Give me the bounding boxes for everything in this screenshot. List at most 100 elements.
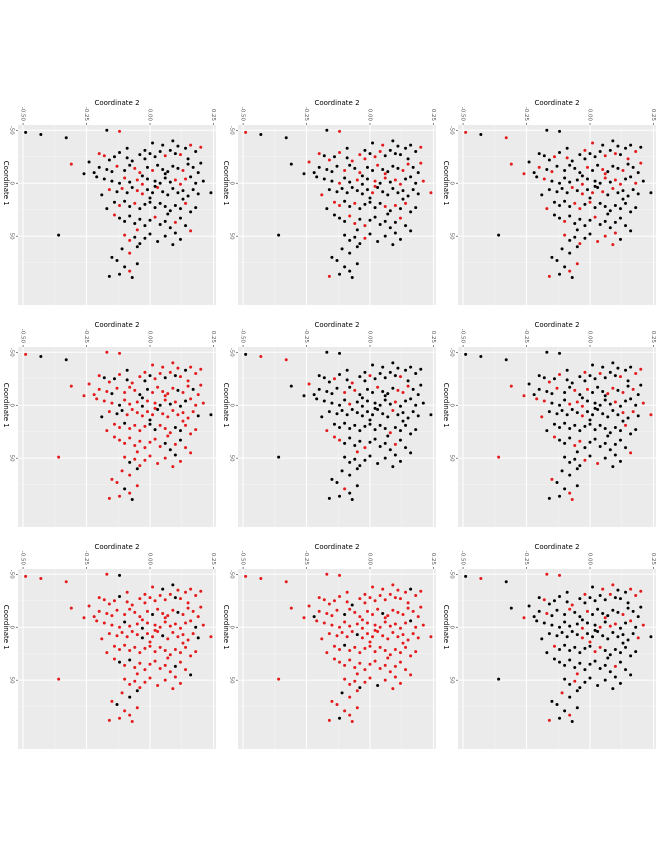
data-point-highlighted	[363, 592, 367, 596]
data-point	[626, 606, 630, 610]
data-point-highlighted	[181, 411, 185, 415]
data-point	[636, 171, 640, 175]
data-point	[613, 596, 617, 600]
data-point-highlighted	[161, 389, 165, 393]
data-point	[608, 670, 612, 674]
data-point	[568, 649, 572, 653]
data-point	[130, 159, 134, 163]
data-point-highlighted	[545, 611, 549, 615]
data-point	[391, 386, 395, 390]
data-point	[583, 236, 587, 240]
data-point	[532, 171, 536, 175]
data-point-highlighted	[621, 391, 625, 395]
side-axis-tick-label: -50	[449, 126, 455, 135]
data-point	[330, 255, 334, 259]
data-point	[353, 166, 357, 170]
data-point-highlighted	[393, 664, 397, 668]
data-point	[639, 145, 643, 149]
data-point	[277, 233, 281, 237]
data-point-highlighted	[353, 610, 357, 614]
top-axis-tick-label: 0.00	[587, 109, 593, 122]
data-point	[189, 210, 193, 214]
data-point-highlighted	[547, 274, 551, 278]
data-point	[560, 187, 564, 191]
data-point-highlighted	[171, 386, 175, 390]
data-point	[100, 193, 104, 197]
data-point-highlighted	[381, 587, 385, 591]
data-point	[365, 177, 369, 181]
data-point	[360, 396, 364, 400]
data-point-highlighted	[189, 619, 193, 623]
data-point-highlighted	[163, 678, 167, 682]
data-point	[575, 467, 579, 471]
data-point	[636, 414, 640, 418]
data-point	[601, 634, 605, 638]
data-point	[168, 402, 172, 406]
data-point-highlighted	[404, 668, 408, 672]
data-point	[345, 156, 349, 160]
data-point	[497, 677, 501, 681]
data-point	[353, 235, 357, 239]
side-axis-tick-label: 50	[229, 233, 235, 240]
data-point-highlighted	[383, 176, 387, 180]
data-point-highlighted	[568, 713, 572, 717]
data-point-highlighted	[135, 484, 139, 488]
data-point-highlighted	[325, 611, 329, 615]
data-point	[92, 171, 96, 175]
data-point-highlighted	[373, 599, 377, 603]
data-point	[555, 259, 559, 263]
data-point-highlighted	[201, 623, 205, 627]
scatter-panel-5: -0.50 -0.25 0.00 0.25 -50 0 50 Coordinate 2 Coor…	[222, 317, 440, 527]
data-point-highlighted	[140, 192, 144, 196]
data-point	[509, 606, 513, 610]
data-point	[312, 615, 316, 619]
data-point-highlighted	[618, 182, 622, 186]
data-point	[317, 165, 321, 169]
data-point-highlighted	[601, 190, 605, 194]
data-point-highlighted	[621, 169, 625, 173]
data-point-highlighted	[130, 629, 134, 633]
data-point-highlighted	[378, 645, 382, 649]
data-point-highlighted	[163, 427, 167, 431]
data-point-highlighted	[419, 589, 423, 593]
data-point-highlighted	[102, 598, 106, 602]
side-axis-tick-label: -50	[229, 570, 235, 579]
data-point-highlighted	[322, 621, 326, 625]
data-point	[153, 179, 157, 183]
data-point-highlighted	[555, 386, 559, 390]
data-point-highlighted	[97, 387, 101, 391]
data-point	[568, 473, 572, 477]
data-point-highlighted	[414, 650, 418, 654]
data-point-highlighted	[181, 391, 185, 395]
data-point-highlighted	[634, 149, 638, 153]
scatter-panel-3: -0.50 -0.25 0.00 0.25 -50 0 50 Coordinate 2 Coor…	[442, 95, 660, 305]
data-point	[168, 148, 172, 152]
data-point-highlighted	[199, 589, 203, 593]
data-point	[386, 392, 390, 396]
data-point	[184, 399, 188, 403]
data-point	[330, 170, 334, 174]
data-point	[368, 196, 372, 200]
data-point-highlighted	[596, 461, 600, 465]
data-point	[327, 188, 331, 192]
data-point	[598, 181, 602, 185]
data-point	[558, 716, 562, 720]
data-point-highlighted	[189, 143, 193, 147]
data-point-highlighted	[353, 645, 357, 649]
top-axis-tick-label: -0.25	[523, 107, 529, 122]
data-point-highlighted	[118, 373, 122, 377]
data-point	[82, 172, 86, 176]
data-point	[393, 374, 397, 378]
data-point	[603, 219, 607, 223]
data-point	[497, 233, 501, 237]
data-point-highlighted	[393, 622, 397, 626]
data-point-highlighted	[151, 363, 155, 367]
data-point	[360, 192, 364, 196]
data-point	[558, 181, 562, 185]
data-point-highlighted	[404, 645, 408, 649]
data-point	[603, 663, 607, 667]
data-point-highlighted	[118, 351, 122, 355]
data-point	[416, 192, 420, 196]
data-point	[565, 413, 569, 417]
